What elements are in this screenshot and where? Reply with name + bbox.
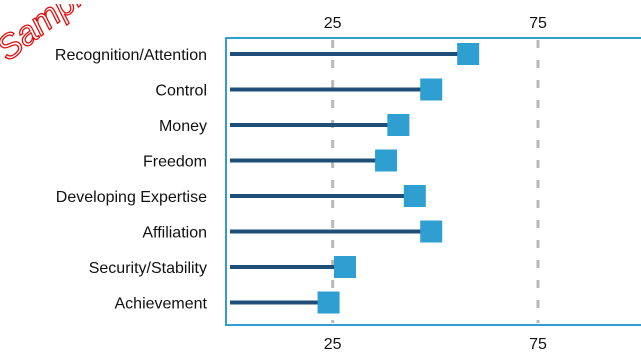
category-label-1: Control	[155, 83, 207, 100]
tick-labels: 25 25 75 75	[324, 15, 547, 352]
marker-0	[457, 43, 480, 65]
marker-6	[333, 256, 356, 278]
category-label-3: Freedom	[143, 154, 207, 171]
tick-label-top-75: 75	[529, 15, 547, 32]
stems	[230, 52, 469, 305]
watermark-text: Sample	[0, 4, 104, 64]
sample-watermark: Sample	[0, 4, 104, 64]
marker-7	[317, 291, 340, 314]
category-label-5: Affiliation	[142, 225, 207, 242]
marker-4	[403, 185, 426, 207]
marker-5	[420, 220, 443, 243]
category-label-6: Security/Stability	[89, 260, 207, 277]
marker-1	[420, 78, 443, 101]
category-label-7: Achievement	[115, 296, 208, 313]
category-labels: Recognition/Attention Control Money Freedom…	[55, 47, 208, 313]
plot-frame	[225, 37, 641, 326]
gridlines	[331, 40, 540, 323]
tick-label-bottom-75: 75	[529, 336, 547, 352]
marker-3	[375, 149, 398, 172]
category-label-2: Money	[159, 118, 207, 135]
category-label-0: Recognition/Attention	[55, 47, 207, 64]
tick-label-bottom-25: 25	[324, 336, 342, 352]
category-label-4: Developing Expertise	[56, 189, 207, 206]
marker-2	[387, 114, 410, 136]
tick-label-top-25: 25	[324, 15, 342, 32]
markers	[317, 43, 480, 314]
